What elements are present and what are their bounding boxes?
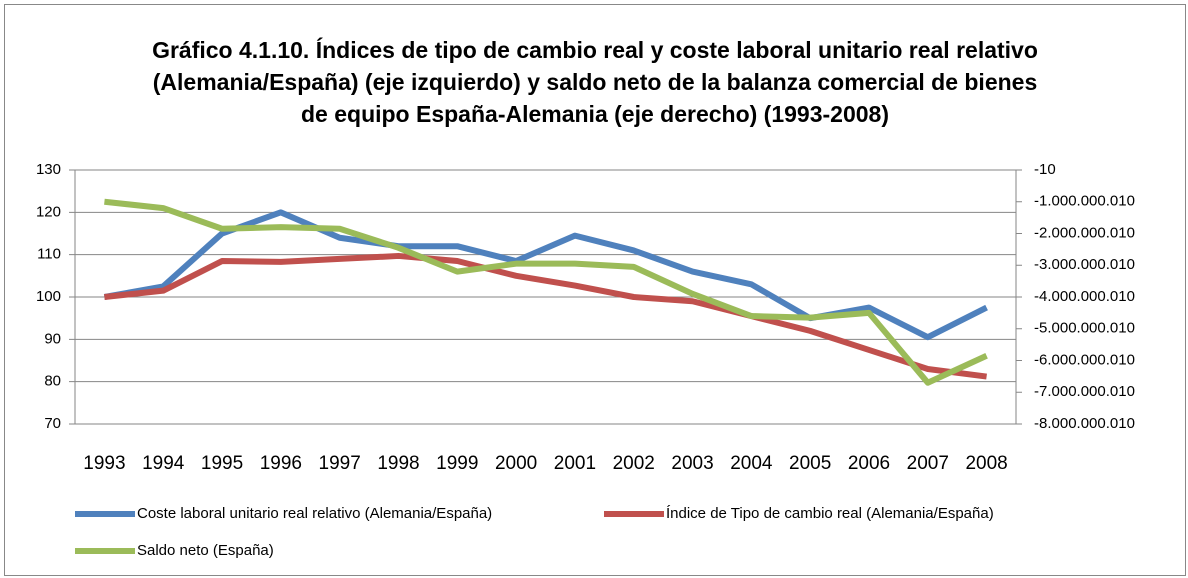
x-tick-label: 2007 — [907, 453, 949, 474]
chart-title: Gráfico 4.1.10. Índices de tipo de cambi… — [152, 37, 1038, 127]
y2-tick-label: -1.000.000.010 — [1034, 193, 1135, 210]
chart-frame — [4, 4, 1186, 576]
y-tick-label: 120 — [36, 203, 61, 220]
y2-tick-label: -7.000.000.010 — [1034, 383, 1135, 400]
y2-tick-label: -8.000.000.010 — [1034, 415, 1135, 432]
x-tick-label: 1996 — [260, 453, 302, 474]
y2-tick-label: -5.000.000.010 — [1034, 320, 1135, 337]
x-tick-label: 2003 — [671, 453, 713, 474]
y-tick-label: 110 — [37, 246, 61, 263]
x-tick-label: 2008 — [965, 453, 1007, 474]
x-tick-label: 1997 — [319, 453, 361, 474]
legend-label: Saldo neto (España) — [137, 542, 274, 559]
y2-tick-label: -3.000.000.010 — [1034, 256, 1135, 273]
y-tick-label: 80 — [44, 373, 61, 390]
y2-tick-label: -4.000.000.010 — [1034, 288, 1135, 305]
x-tick-label: 2005 — [789, 453, 831, 474]
y2-tick-label: -2.000.000.010 — [1034, 224, 1135, 241]
x-tick-label: 2000 — [495, 453, 537, 474]
legend-label: Índice de Tipo de cambio real (Alemania/… — [666, 505, 994, 522]
series-line — [104, 252, 987, 380]
series-line — [104, 198, 988, 386]
x-tick-label: 2001 — [554, 453, 596, 474]
x-tick-label: 1993 — [83, 453, 125, 474]
x-tick-label: 1995 — [201, 453, 243, 474]
y-tick-label: 90 — [44, 330, 61, 347]
x-tick-label: 1999 — [436, 453, 478, 474]
y-tick-label: 100 — [36, 288, 61, 305]
y2-tick-label: -10 — [1034, 161, 1056, 178]
x-tick-label: 2006 — [848, 453, 890, 474]
x-tick-label: 2002 — [613, 453, 655, 474]
legend-label: Coste laboral unitario real relativo (Al… — [137, 505, 492, 522]
x-tick-label: 1994 — [142, 453, 185, 474]
y2-tick-label: -6.000.000.010 — [1034, 351, 1135, 368]
y-tick-label: 70 — [44, 415, 61, 432]
x-tick-label: 2004 — [730, 453, 773, 474]
x-tick-label: 1998 — [377, 453, 419, 474]
y-tick-label: 130 — [36, 161, 61, 178]
